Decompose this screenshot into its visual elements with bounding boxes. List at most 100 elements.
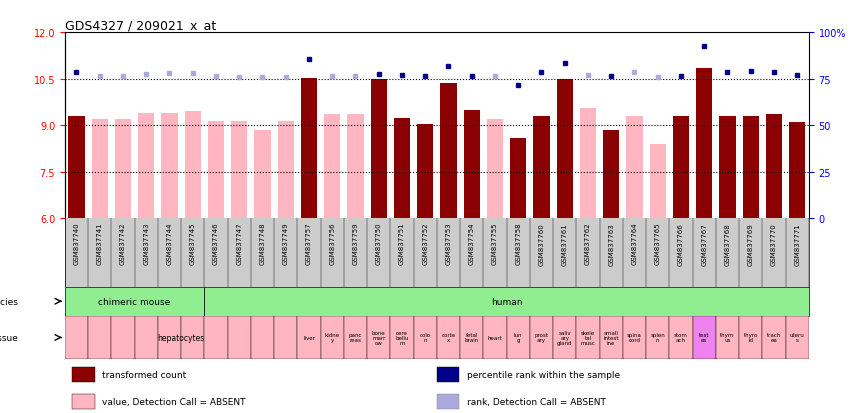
- Text: GSM837764: GSM837764: [631, 222, 638, 265]
- Bar: [464, 111, 480, 219]
- Bar: [251, 316, 274, 359]
- Bar: [204, 287, 809, 316]
- Text: GSM837752: GSM837752: [422, 222, 428, 265]
- Text: percentile rank within the sample: percentile rank within the sample: [466, 370, 619, 379]
- Bar: [390, 316, 413, 359]
- Bar: [367, 316, 390, 359]
- Bar: [650, 145, 666, 219]
- Bar: [623, 316, 646, 359]
- Text: GSM837770: GSM837770: [771, 222, 777, 265]
- Text: GSM837745: GSM837745: [189, 222, 195, 265]
- Bar: [553, 316, 576, 359]
- Bar: [693, 316, 716, 359]
- Bar: [437, 394, 459, 409]
- Text: corte
x: corte x: [441, 332, 456, 343]
- Text: GSM837748: GSM837748: [260, 222, 266, 265]
- Text: GSM837750: GSM837750: [375, 222, 381, 265]
- Text: fetal
brain: fetal brain: [465, 332, 479, 343]
- Bar: [437, 367, 459, 382]
- Bar: [92, 120, 108, 219]
- Text: GSM837765: GSM837765: [655, 222, 661, 265]
- Bar: [73, 394, 94, 409]
- Text: uteru
s: uteru s: [790, 332, 804, 343]
- Bar: [301, 79, 317, 219]
- Text: human: human: [490, 297, 522, 306]
- Bar: [88, 316, 112, 359]
- Bar: [670, 316, 693, 359]
- Text: GSM837744: GSM837744: [166, 222, 172, 265]
- Text: GSM837762: GSM837762: [585, 222, 591, 265]
- Text: bone
marr
ow: bone marr ow: [372, 330, 386, 345]
- Text: hepatocytes: hepatocytes: [157, 333, 205, 342]
- Text: GSM837763: GSM837763: [608, 222, 614, 265]
- Bar: [789, 123, 805, 219]
- Text: GSM837769: GSM837769: [747, 222, 753, 265]
- Bar: [254, 131, 271, 219]
- Text: GSM837766: GSM837766: [678, 222, 684, 265]
- Text: GSM837771: GSM837771: [794, 222, 800, 265]
- Text: GSM837755: GSM837755: [492, 222, 498, 265]
- Bar: [184, 112, 201, 219]
- Bar: [766, 115, 782, 219]
- Text: colo
n: colo n: [420, 332, 431, 343]
- Text: thym
us: thym us: [721, 332, 734, 343]
- Text: GSM837753: GSM837753: [445, 222, 452, 265]
- Text: transformed count: transformed count: [102, 370, 186, 379]
- Bar: [785, 316, 809, 359]
- Text: lun
g: lun g: [514, 332, 522, 343]
- Bar: [115, 120, 131, 219]
- Text: GSM837749: GSM837749: [283, 222, 289, 265]
- Bar: [576, 316, 599, 359]
- Text: species: species: [0, 297, 18, 306]
- Text: thyro
id: thyro id: [744, 332, 758, 343]
- Bar: [437, 316, 460, 359]
- Text: GSM837760: GSM837760: [538, 222, 544, 265]
- Text: value, Detection Call = ABSENT: value, Detection Call = ABSENT: [102, 397, 246, 406]
- Text: GSM837767: GSM837767: [702, 222, 708, 265]
- Bar: [370, 80, 387, 219]
- Bar: [208, 121, 224, 219]
- Text: kidne
y: kidne y: [324, 332, 340, 343]
- Bar: [716, 316, 739, 359]
- Bar: [158, 316, 181, 359]
- Text: GSM837757: GSM837757: [306, 222, 312, 265]
- Bar: [534, 116, 549, 219]
- Text: test
es: test es: [699, 332, 709, 343]
- Text: GSM837741: GSM837741: [97, 222, 103, 265]
- Bar: [298, 316, 321, 359]
- Bar: [181, 316, 204, 359]
- Text: trach
ea: trach ea: [766, 332, 781, 343]
- Text: GSM837751: GSM837751: [399, 222, 405, 265]
- Text: GSM837768: GSM837768: [724, 222, 730, 265]
- Text: GSM837743: GSM837743: [144, 222, 150, 265]
- Bar: [556, 79, 573, 219]
- Bar: [162, 114, 177, 219]
- Text: GSM837742: GSM837742: [120, 222, 126, 265]
- Bar: [603, 131, 619, 219]
- Text: liver: liver: [303, 335, 315, 340]
- Text: GDS4327 / 209021_x_at: GDS4327 / 209021_x_at: [65, 19, 216, 32]
- Bar: [742, 116, 759, 219]
- Text: saliv
ary
gland: saliv ary gland: [557, 330, 573, 345]
- Bar: [227, 316, 251, 359]
- Text: splen
n: splen n: [650, 332, 665, 343]
- Text: GSM837761: GSM837761: [561, 222, 567, 265]
- Text: GSM837759: GSM837759: [352, 222, 358, 265]
- Bar: [580, 109, 596, 219]
- Bar: [626, 116, 643, 219]
- Text: small
intest
ine: small intest ine: [604, 330, 619, 345]
- Bar: [324, 115, 340, 219]
- Bar: [460, 316, 484, 359]
- Bar: [68, 116, 85, 219]
- Text: prost
ary: prost ary: [535, 332, 548, 343]
- Text: spina
cord: spina cord: [627, 332, 642, 343]
- Text: GSM837747: GSM837747: [236, 222, 242, 265]
- Bar: [529, 316, 553, 359]
- Text: rank, Detection Call = ABSENT: rank, Detection Call = ABSENT: [466, 397, 606, 406]
- Bar: [135, 316, 158, 359]
- Bar: [73, 367, 94, 382]
- Bar: [417, 124, 433, 219]
- Bar: [510, 138, 526, 219]
- Bar: [231, 121, 247, 219]
- Bar: [65, 316, 88, 359]
